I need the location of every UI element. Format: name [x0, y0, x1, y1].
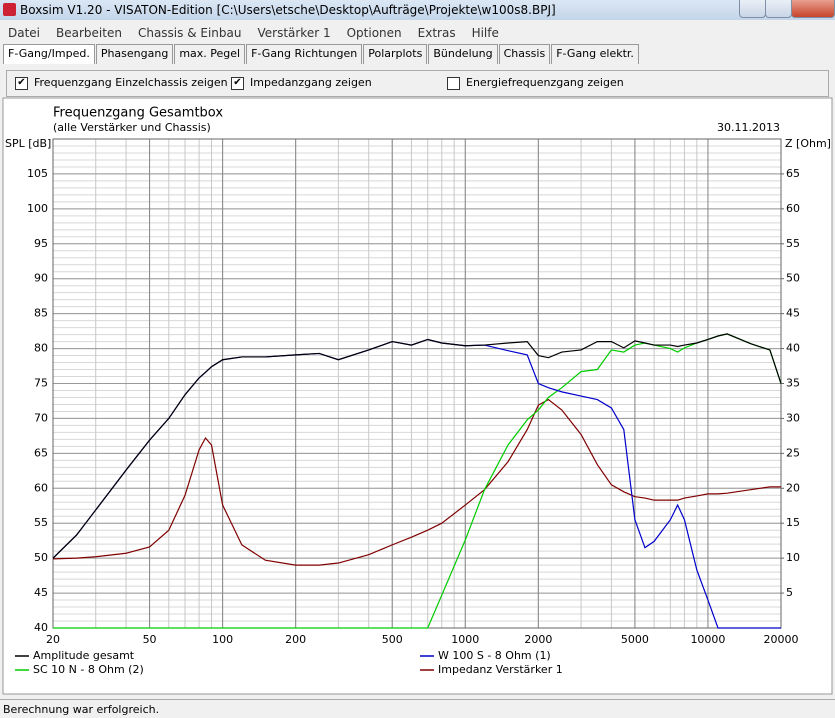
y2-tick-label: 35: [786, 377, 800, 390]
y-tick-label: 75: [34, 377, 48, 390]
y-tick-label: 55: [34, 516, 48, 529]
tab[interactable]: Bündelung: [428, 44, 498, 64]
x-tick-label: 200: [285, 633, 306, 646]
tab[interactable]: F-Gang/Imped.: [3, 44, 95, 64]
checkbox-label[interactable]: Frequenzgang Einzelchassis zeigen: [34, 76, 228, 89]
title-bar: Boxsim V1.20 - VISATON-Edition [C:\Users…: [0, 0, 835, 20]
series-line: [52, 333, 782, 559]
y2-tick-label: 60: [786, 202, 800, 215]
y-tick-label: 70: [34, 411, 48, 424]
y-tick-label: 100: [27, 202, 48, 215]
app-icon: [3, 3, 16, 16]
options-panel: ✔ Frequenzgang Einzelchassis zeigen ✔ Imped…: [6, 70, 829, 97]
y2-tick-label: 20: [786, 481, 800, 494]
menu-item[interactable]: Hilfe: [471, 26, 499, 40]
checkbox-box[interactable]: ✔: [15, 76, 28, 90]
y2-axis-label: Z [Ohm]: [785, 137, 831, 150]
y2-tick-label: 5: [786, 586, 793, 599]
y2-tick-label: 40: [786, 342, 800, 355]
series-line: [53, 333, 782, 629]
y-tick-label: 40: [34, 621, 48, 634]
y2-tick-label: 15: [786, 516, 800, 529]
y2-tick-label: 50: [786, 272, 800, 285]
menu-item[interactable]: Optionen: [346, 26, 402, 40]
x-tick-label: 20000: [764, 633, 799, 646]
y-tick-label: 90: [34, 272, 48, 285]
tab[interactable]: max. Pegel: [174, 44, 246, 64]
checkbox[interactable]: Energiefrequenzgang zeigen: [447, 76, 624, 90]
x-tick-label: 1000: [451, 633, 479, 646]
y-tick-label: 80: [34, 342, 48, 355]
tab[interactable]: Polarplots: [363, 44, 428, 64]
chart-date: 30.11.2013: [717, 121, 780, 134]
x-tick-label: 100: [212, 633, 233, 646]
legend-label: SC 10 N - 8 Ohm (2): [33, 663, 144, 676]
x-tick-label: 500: [382, 633, 403, 646]
menu-item[interactable]: Bearbeiten: [56, 26, 122, 40]
y2-tick-label: 65: [786, 167, 800, 180]
checkbox[interactable]: ✔ Frequenzgang Einzelchassis zeigen: [15, 76, 228, 90]
y-tick-label: 105: [27, 167, 48, 180]
y-axis-label: SPL [dB]: [5, 137, 51, 150]
window-title: Boxsim V1.20 - VISATON-Edition [C:\Users…: [20, 3, 556, 17]
y2-tick-label: 30: [786, 411, 800, 424]
menu-item[interactable]: Extras: [417, 26, 456, 40]
menu-item[interactable]: Verstärker 1: [257, 26, 331, 40]
menu-item[interactable]: Chassis & Einbau: [137, 26, 242, 40]
x-tick-label: 2000: [524, 633, 552, 646]
tab[interactable]: F-Gang elektr.: [551, 44, 639, 64]
x-tick-label: 5000: [621, 633, 649, 646]
checkbox-box[interactable]: ✔: [231, 76, 244, 90]
y2-tick-label: 10: [786, 551, 800, 564]
x-tick-label: 20: [46, 633, 60, 646]
menu-item[interactable]: Datei: [8, 26, 41, 40]
y-tick-label: 60: [34, 481, 48, 494]
legend-label: W 100 S - 8 Ohm (1): [438, 649, 551, 662]
chart-subtitle: (alle Verstärker und Chassis): [53, 121, 211, 134]
tab-bar: F-Gang/Imped. Phasengang max. Pegel F-Gang …: [3, 44, 640, 64]
chart-panel: [2, 97, 833, 695]
y2-tick-label: 45: [786, 307, 800, 320]
tab[interactable]: F-Gang Richtungen: [246, 44, 363, 64]
y-tick-label: 95: [34, 237, 48, 250]
y-tick-label: 50: [34, 551, 48, 564]
y2-tick-label: 25: [786, 446, 800, 459]
y-tick-label: 45: [34, 586, 48, 599]
chart: Frequenzgang Gesamtbox (alle Verstärker …: [2, 97, 833, 695]
tab[interactable]: Chassis: [498, 44, 551, 64]
status-text: Berechnung war erfolgreich.: [3, 703, 160, 716]
y2-tick-label: 55: [786, 237, 800, 250]
checkbox-label[interactable]: Impedanzgang zeigen: [250, 76, 372, 89]
checkbox-label[interactable]: Energiefrequenzgang zeigen: [466, 76, 624, 89]
legend-label: Impedanz Verstärker 1: [438, 663, 563, 676]
menu-bar: Datei Bearbeiten Chassis & Einbau Verstärke…: [0, 24, 835, 42]
status-bar: Berechnung war erfolgreich.: [0, 699, 835, 718]
chart-title: Frequenzgang Gesamtbox: [53, 106, 223, 121]
y-tick-label: 85: [34, 307, 48, 320]
x-tick-label: 10000: [690, 633, 725, 646]
legend-label: Amplitude gesamt: [33, 649, 135, 662]
checkbox[interactable]: ✔ Impedanzgang zeigen: [231, 76, 372, 90]
x-tick-label: 50: [143, 633, 157, 646]
checkbox-box[interactable]: [447, 76, 460, 90]
tab[interactable]: Phasengang: [95, 44, 174, 64]
y-tick-label: 65: [34, 446, 48, 459]
